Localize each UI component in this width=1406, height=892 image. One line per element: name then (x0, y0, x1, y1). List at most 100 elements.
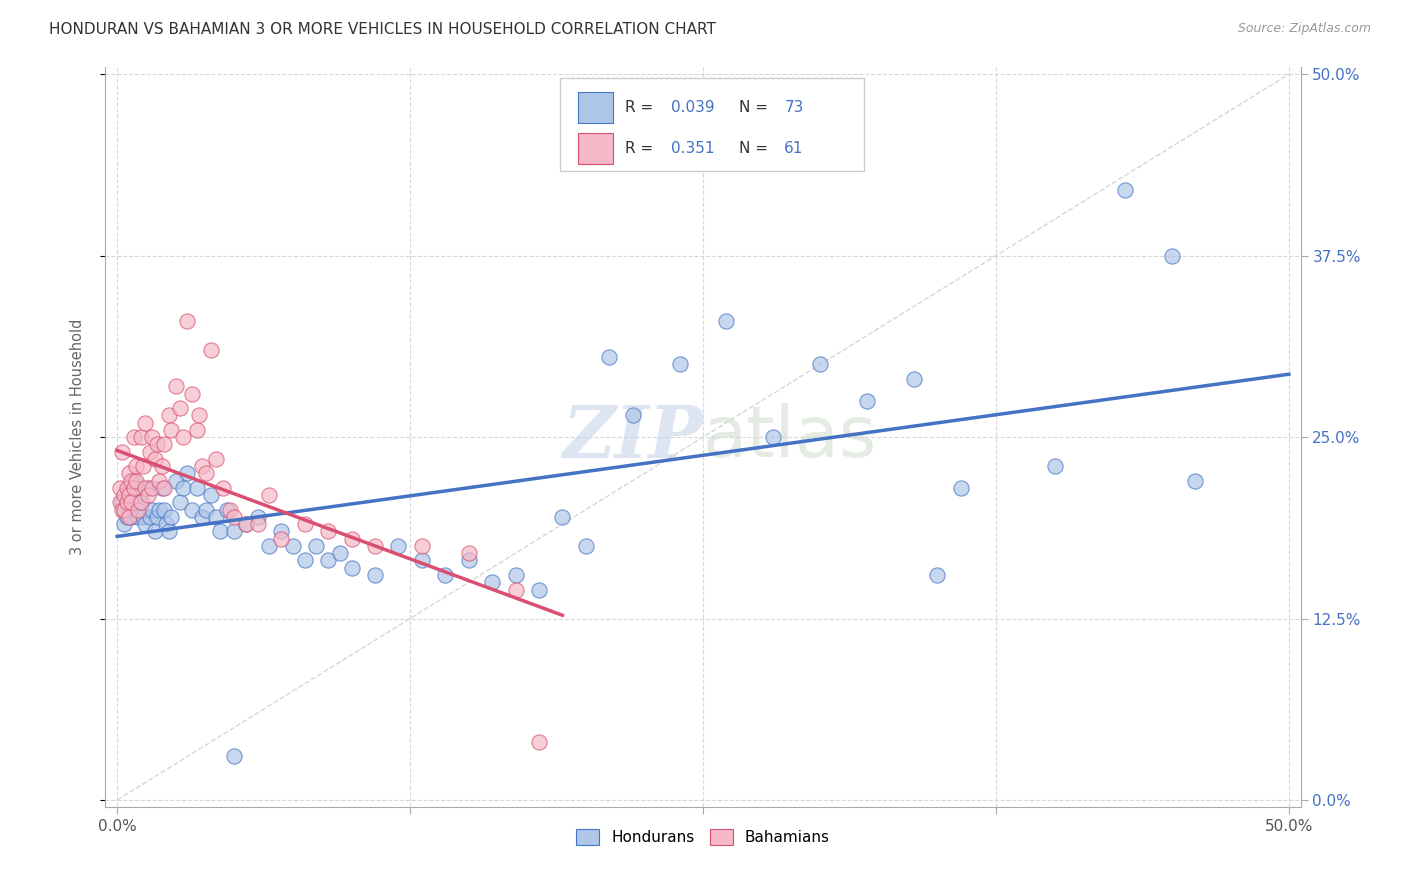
Point (1184, 474, 1206, 488)
Point (127, 502, 149, 516)
Point (209, 524, 232, 539)
Bar (578, 133, 613, 163)
Point (118, 510, 141, 524)
Point (195, 502, 218, 516)
Point (122, 474, 145, 488)
Point (294, 553, 316, 567)
Point (112, 502, 135, 516)
Point (122, 481, 145, 495)
Point (527, 735, 550, 749)
Point (141, 502, 163, 516)
Point (108, 481, 131, 495)
Point (188, 409, 211, 423)
Point (172, 481, 194, 495)
Point (181, 502, 204, 516)
Point (903, 372, 925, 386)
Point (329, 546, 352, 560)
Point (141, 430, 163, 444)
Point (120, 474, 142, 488)
Point (281, 539, 304, 553)
Point (143, 451, 166, 466)
Point (340, 560, 363, 574)
Point (200, 488, 222, 502)
Point (434, 568, 457, 582)
Point (129, 495, 152, 509)
Point (136, 488, 159, 502)
Point (176, 467, 198, 481)
Point (132, 459, 155, 474)
Text: Source: ZipAtlas.com: Source: ZipAtlas.com (1237, 22, 1371, 36)
Point (316, 553, 339, 567)
Point (165, 474, 187, 488)
Point (112, 517, 135, 532)
Point (111, 495, 134, 509)
Point (668, 358, 690, 372)
Point (762, 430, 785, 444)
Point (575, 539, 598, 553)
Point (136, 481, 159, 495)
Point (856, 393, 879, 408)
Point (190, 459, 212, 474)
Point (134, 416, 156, 430)
Point (190, 510, 212, 524)
Point (125, 502, 148, 516)
Text: R =: R = (626, 141, 658, 155)
Text: 61: 61 (785, 141, 804, 155)
Legend: Hondurans, Bahamians: Hondurans, Bahamians (569, 823, 837, 852)
Point (224, 524, 246, 539)
Point (505, 582, 527, 597)
Point (122, 430, 145, 444)
Point (148, 502, 170, 516)
Point (134, 481, 156, 495)
Point (153, 481, 176, 495)
Point (157, 409, 180, 423)
Point (1160, 249, 1182, 263)
Text: R =: R = (626, 100, 658, 115)
Text: 0.351: 0.351 (671, 141, 714, 155)
Point (259, 488, 281, 502)
Point (111, 502, 134, 516)
Point (150, 481, 173, 495)
Point (127, 510, 149, 524)
Point (150, 459, 173, 474)
Point (246, 517, 269, 532)
Point (204, 510, 226, 524)
Point (481, 575, 503, 590)
Text: ZIP: ZIP (562, 401, 703, 473)
Point (364, 568, 387, 582)
Point (112, 502, 135, 516)
Point (270, 524, 292, 539)
Point (120, 502, 142, 516)
Point (115, 510, 138, 524)
Point (118, 488, 141, 502)
Point (111, 444, 134, 458)
Point (139, 510, 162, 524)
Text: N =: N = (740, 141, 773, 155)
Y-axis label: 3 or more Vehicles in Household: 3 or more Vehicles in Household (70, 319, 84, 555)
Point (505, 568, 527, 582)
Point (160, 510, 183, 524)
Point (186, 481, 208, 495)
Point (148, 474, 170, 488)
Point (949, 481, 972, 495)
Point (125, 474, 148, 488)
Point (132, 510, 155, 524)
Point (112, 488, 135, 502)
Point (551, 510, 574, 524)
Point (172, 430, 194, 444)
Point (118, 467, 141, 481)
Text: N =: N = (740, 100, 773, 115)
Point (716, 314, 738, 328)
Point (294, 517, 316, 532)
Point (527, 582, 550, 597)
Point (235, 517, 257, 532)
Point (146, 437, 169, 451)
Point (200, 343, 222, 357)
Point (224, 749, 246, 764)
Point (146, 510, 169, 524)
FancyBboxPatch shape (560, 78, 865, 170)
Point (160, 423, 183, 437)
Point (316, 524, 339, 539)
Point (139, 444, 162, 458)
Point (153, 502, 176, 516)
